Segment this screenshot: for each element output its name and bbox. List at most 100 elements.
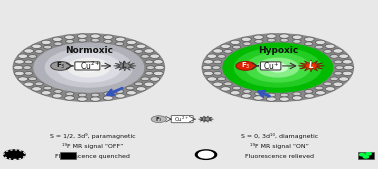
Circle shape bbox=[45, 48, 132, 87]
Circle shape bbox=[266, 97, 276, 101]
Circle shape bbox=[232, 86, 241, 90]
Circle shape bbox=[126, 45, 134, 49]
Circle shape bbox=[292, 96, 302, 100]
Circle shape bbox=[145, 71, 153, 75]
Circle shape bbox=[333, 82, 343, 86]
Circle shape bbox=[304, 94, 314, 98]
Circle shape bbox=[104, 40, 112, 43]
Circle shape bbox=[304, 42, 313, 46]
Circle shape bbox=[126, 86, 134, 90]
Circle shape bbox=[151, 116, 166, 123]
Circle shape bbox=[153, 71, 163, 76]
Circle shape bbox=[54, 42, 62, 46]
FancyBboxPatch shape bbox=[171, 116, 193, 123]
Circle shape bbox=[234, 48, 321, 87]
Circle shape bbox=[202, 65, 212, 70]
Circle shape bbox=[221, 44, 231, 49]
Circle shape bbox=[230, 91, 240, 95]
Text: Fluorescence quenched: Fluorescence quenched bbox=[55, 154, 130, 159]
Circle shape bbox=[339, 54, 349, 58]
Text: Cu$^{2+}$: Cu$^{2+}$ bbox=[175, 114, 190, 124]
Circle shape bbox=[135, 82, 143, 86]
Circle shape bbox=[243, 42, 251, 46]
Text: Fluorescence relieved: Fluorescence relieved bbox=[245, 154, 314, 159]
Circle shape bbox=[268, 63, 287, 72]
Circle shape bbox=[28, 77, 37, 81]
Circle shape bbox=[255, 92, 263, 96]
Circle shape bbox=[53, 37, 62, 42]
Circle shape bbox=[115, 37, 125, 42]
Circle shape bbox=[203, 71, 213, 76]
Circle shape bbox=[242, 37, 251, 42]
Text: Hypoxic: Hypoxic bbox=[258, 46, 298, 55]
Circle shape bbox=[136, 44, 146, 49]
Circle shape bbox=[41, 91, 51, 95]
Circle shape bbox=[51, 62, 70, 70]
Text: F$_3$: F$_3$ bbox=[155, 115, 163, 124]
Circle shape bbox=[91, 38, 99, 42]
Text: ¹⁹F MR signal “OFF”: ¹⁹F MR signal “OFF” bbox=[62, 143, 123, 149]
Circle shape bbox=[77, 97, 87, 101]
Circle shape bbox=[90, 97, 100, 101]
Circle shape bbox=[221, 87, 231, 91]
Circle shape bbox=[334, 60, 342, 64]
FancyBboxPatch shape bbox=[75, 62, 100, 70]
Circle shape bbox=[363, 156, 369, 158]
Circle shape bbox=[34, 43, 144, 92]
Circle shape bbox=[127, 40, 136, 45]
Circle shape bbox=[246, 53, 310, 82]
Circle shape bbox=[144, 49, 154, 53]
Circle shape bbox=[267, 93, 276, 97]
Circle shape bbox=[103, 96, 113, 100]
Circle shape bbox=[217, 77, 226, 81]
Circle shape bbox=[115, 42, 124, 46]
Circle shape bbox=[24, 49, 34, 53]
Circle shape bbox=[115, 90, 124, 93]
Circle shape bbox=[66, 40, 74, 43]
Circle shape bbox=[53, 94, 62, 98]
Polygon shape bbox=[113, 61, 136, 71]
FancyBboxPatch shape bbox=[260, 62, 281, 70]
Circle shape bbox=[316, 91, 325, 95]
Text: S = 0, 3d¹⁰, diamagnetic: S = 0, 3d¹⁰, diamagnetic bbox=[241, 133, 318, 139]
Circle shape bbox=[153, 60, 163, 64]
Circle shape bbox=[366, 153, 371, 155]
Circle shape bbox=[14, 71, 24, 76]
Circle shape bbox=[304, 90, 313, 93]
Circle shape bbox=[325, 44, 335, 49]
Circle shape bbox=[280, 38, 288, 42]
Circle shape bbox=[304, 37, 314, 42]
Circle shape bbox=[14, 60, 24, 64]
Circle shape bbox=[333, 49, 343, 53]
Circle shape bbox=[324, 82, 332, 86]
Text: Cu$^{2+}$: Cu$^{2+}$ bbox=[80, 60, 101, 72]
Circle shape bbox=[315, 86, 323, 90]
Circle shape bbox=[144, 82, 154, 86]
Circle shape bbox=[35, 82, 43, 86]
Circle shape bbox=[43, 45, 52, 49]
Text: Normoxic: Normoxic bbox=[65, 46, 113, 55]
Circle shape bbox=[280, 93, 288, 97]
Circle shape bbox=[342, 71, 352, 76]
Circle shape bbox=[207, 77, 217, 81]
Circle shape bbox=[203, 60, 213, 64]
Circle shape bbox=[232, 45, 241, 49]
Circle shape bbox=[145, 60, 153, 64]
Text: L: L bbox=[204, 117, 208, 122]
Circle shape bbox=[255, 40, 263, 43]
Circle shape bbox=[146, 66, 155, 69]
Circle shape bbox=[315, 45, 323, 49]
Text: L: L bbox=[122, 61, 127, 70]
Circle shape bbox=[202, 34, 353, 101]
Circle shape bbox=[91, 93, 99, 97]
Circle shape bbox=[28, 55, 37, 58]
Polygon shape bbox=[298, 60, 324, 72]
Circle shape bbox=[279, 34, 289, 38]
Text: F$_3$: F$_3$ bbox=[241, 61, 251, 71]
Circle shape bbox=[104, 92, 112, 96]
Circle shape bbox=[135, 50, 143, 53]
Circle shape bbox=[103, 35, 113, 39]
Circle shape bbox=[155, 65, 164, 70]
Circle shape bbox=[198, 151, 214, 158]
Circle shape bbox=[254, 35, 263, 39]
